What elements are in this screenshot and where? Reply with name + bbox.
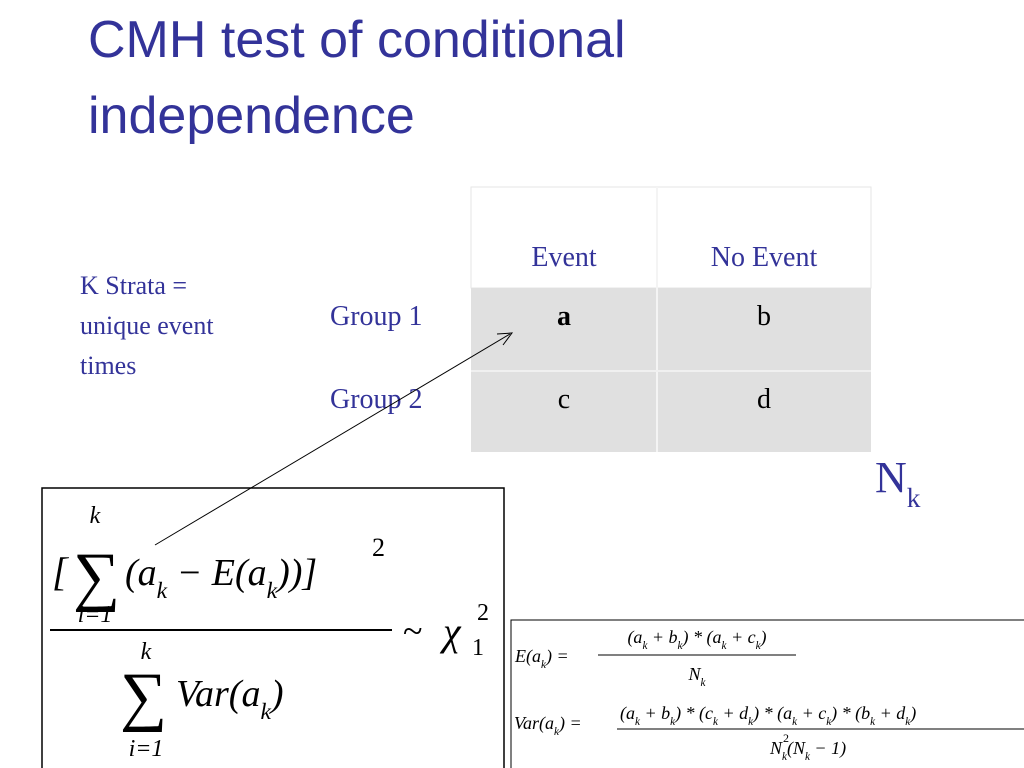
cell: c	[558, 384, 570, 415]
text-span: + d	[718, 703, 749, 723]
text-span: k	[678, 640, 684, 652]
text-span: k	[756, 640, 762, 652]
n-label: Nk	[875, 453, 921, 513]
arrow	[154, 333, 511, 546]
text-span: (a	[620, 703, 635, 724]
text-span: − E(a	[167, 552, 267, 594]
text-span: k	[826, 716, 832, 728]
denominator: Var(ak)	[176, 673, 284, 725]
note-line: times	[80, 351, 136, 380]
note-line: K Strata =	[80, 271, 187, 300]
text-span: k	[907, 483, 921, 513]
text-span: (a	[627, 627, 642, 648]
text-span: k	[541, 659, 547, 671]
text-span: k	[642, 640, 648, 652]
text-span: )	[269, 673, 284, 715]
chi-sup: 2	[477, 600, 489, 626]
text-span: ) * (c	[674, 703, 713, 724]
power: 2	[372, 533, 385, 562]
title-line-2: independence	[88, 87, 415, 145]
text-span: N	[688, 664, 702, 684]
sum-lower: i=1	[78, 602, 113, 628]
variance-power: 2	[783, 731, 789, 745]
text-span: + b	[647, 627, 677, 647]
cell: d	[757, 384, 771, 415]
sum-lower: i=1	[129, 736, 164, 762]
text-span: k	[805, 751, 811, 763]
table-header	[470, 186, 872, 289]
text-span: k	[722, 640, 728, 652]
text-span: ) =	[545, 646, 573, 667]
text-span: Var(a	[176, 673, 260, 715]
text-span: k	[782, 751, 788, 763]
column-header: Event	[531, 242, 597, 273]
text-span: k	[267, 578, 278, 604]
sum-sign: ∑	[120, 660, 167, 733]
row-header: Group 1	[330, 301, 423, 332]
text-span: E(a	[514, 646, 541, 667]
note-line: unique event	[80, 311, 214, 340]
numerator: (ak − E(ak))]	[125, 552, 317, 604]
arrow-head	[496, 332, 514, 346]
text-span: k	[260, 699, 271, 725]
text-span: k	[157, 578, 168, 604]
text-span: − 1)	[810, 738, 846, 759]
text-span: k	[748, 716, 754, 728]
text-span: k	[670, 716, 676, 728]
variance-denominator: Nk(Nk − 1)	[769, 738, 846, 763]
text-span: N	[769, 738, 783, 758]
text-span: k	[792, 716, 798, 728]
expected-numerator: (ak + bk) * (ak + ck)	[627, 627, 766, 652]
text-span: k	[701, 677, 707, 689]
text-span: ) =	[558, 713, 586, 734]
text-span: ) * (b	[830, 703, 870, 724]
text-span: k	[713, 716, 719, 728]
formula-box	[41, 487, 505, 768]
text-span: )	[909, 703, 916, 724]
cell: b	[757, 301, 771, 332]
expected-lhs: E(ak) =	[514, 646, 573, 671]
sum-sign: ∑	[73, 540, 120, 613]
chi: χ	[439, 609, 462, 654]
text-span: ) * (a	[752, 703, 792, 724]
text-span: k	[635, 716, 641, 728]
text-span: (N	[787, 738, 806, 759]
text-span: Var(a	[514, 713, 554, 734]
text-span: N	[875, 453, 907, 502]
text-span: ) * (a	[682, 627, 722, 648]
variance-numerator: (ak + bk) * (ck + dk) * (ak + ck) * (bk …	[620, 703, 916, 728]
text-span: + c	[726, 627, 755, 647]
text-span: (a	[125, 552, 157, 594]
row-header: Group 2	[330, 384, 423, 415]
variance-lhs: Var(ak) =	[514, 713, 586, 738]
relation: ~	[403, 611, 422, 651]
text-span: k	[870, 716, 876, 728]
text-span: ))]	[275, 552, 317, 594]
sum-upper: k	[90, 503, 101, 529]
definitions-box	[510, 619, 1024, 768]
title-line-1: CMH test of conditional	[88, 11, 626, 69]
text-span: )	[760, 627, 767, 648]
text-span: + d	[875, 703, 906, 723]
text-span: + c	[797, 703, 826, 723]
sum-upper: k	[141, 639, 152, 665]
bracket: [	[52, 549, 70, 594]
text-span: + b	[640, 703, 670, 723]
text-span: k	[554, 726, 560, 738]
expected-denominator: Nk	[688, 664, 707, 689]
column-header: No Event	[711, 242, 818, 273]
text-span: k	[905, 716, 911, 728]
cell: a	[557, 301, 571, 332]
chi-sub: 1	[472, 635, 484, 661]
